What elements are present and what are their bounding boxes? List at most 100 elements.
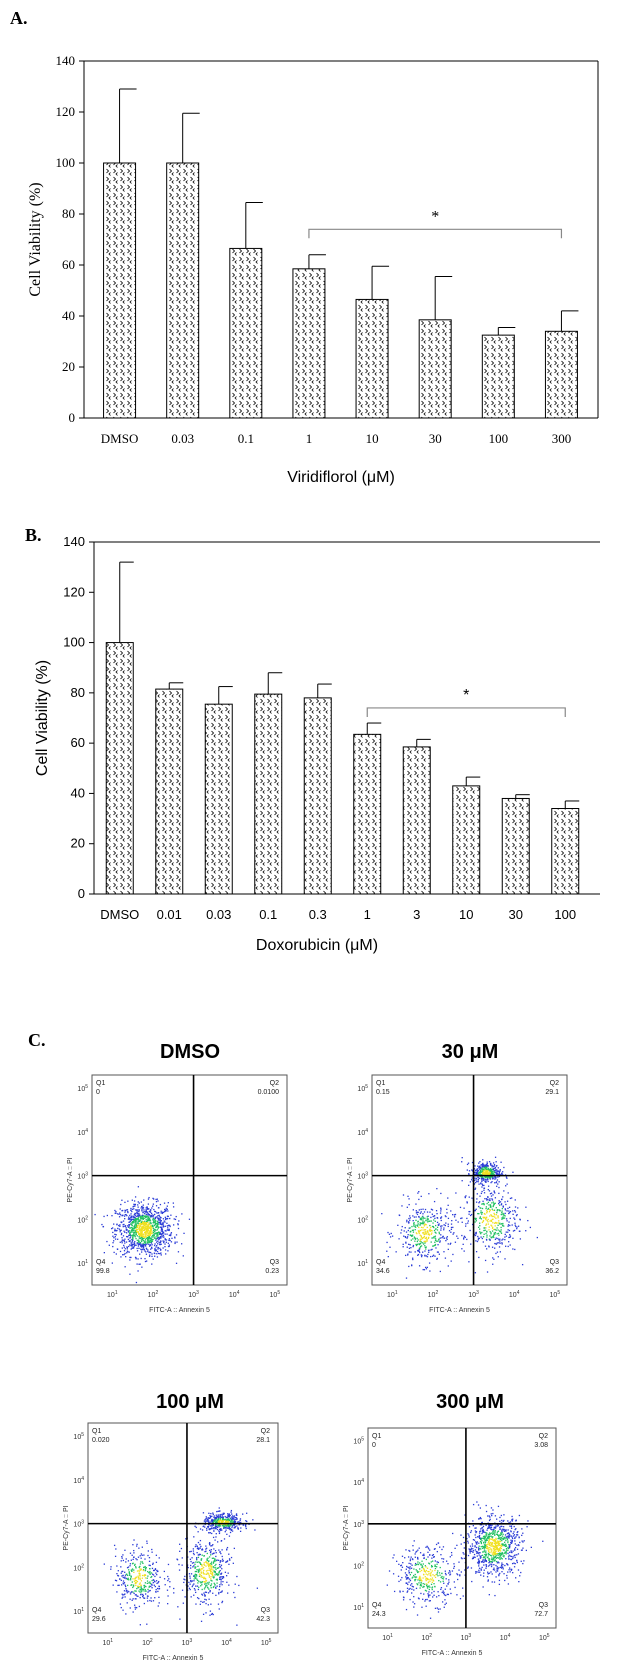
tick-exponent: 1 — [85, 1259, 88, 1265]
event-dot — [220, 1578, 222, 1580]
event-dot — [423, 1211, 426, 1213]
event-dot — [229, 1559, 231, 1561]
event-dot — [505, 1231, 507, 1233]
event-dot — [120, 1203, 122, 1206]
event-dot — [122, 1225, 124, 1228]
significance-bracket — [366, 707, 566, 717]
event-dot — [217, 1517, 220, 1519]
event-dot — [218, 1572, 220, 1574]
event-dot — [521, 1263, 524, 1266]
event-dot — [218, 1591, 220, 1594]
event-dot — [405, 1568, 408, 1570]
event-dot — [478, 1567, 481, 1569]
event-dot — [491, 1564, 493, 1566]
event-dot — [136, 1595, 138, 1597]
tick-exponent: 3 — [81, 1520, 84, 1526]
event-dot — [219, 1566, 222, 1568]
event-dot — [419, 1562, 421, 1564]
x-tick-label: 0.1 — [238, 431, 254, 446]
event-dot — [401, 1576, 403, 1579]
event-dot — [413, 1223, 415, 1225]
event-dot — [140, 1251, 143, 1253]
event-dot — [221, 1584, 223, 1586]
event-dot — [154, 1568, 157, 1571]
event-dot — [133, 1225, 136, 1227]
event-dot — [134, 1219, 136, 1221]
event-dot — [229, 1514, 231, 1517]
event-dot — [498, 1175, 501, 1178]
event-dot — [411, 1588, 413, 1590]
event-dot — [190, 1573, 193, 1575]
event-dot — [209, 1610, 212, 1612]
event-dot — [481, 1174, 483, 1176]
event-dot — [226, 1523, 228, 1526]
event-dot — [494, 1156, 497, 1158]
event-dot — [506, 1563, 508, 1565]
event-dot — [505, 1530, 507, 1532]
event-dot — [483, 1550, 485, 1552]
event-dot — [125, 1232, 128, 1234]
event-dot — [436, 1561, 438, 1563]
event-dot — [112, 1235, 114, 1237]
event-dot — [498, 1536, 500, 1538]
event-dot — [449, 1574, 451, 1576]
event-dot — [410, 1239, 412, 1241]
event-dot — [199, 1562, 201, 1564]
event-dot — [489, 1177, 492, 1179]
event-dot — [426, 1598, 428, 1601]
quadrant-q2-value: 3.08 — [534, 1442, 548, 1449]
event-dot — [492, 1235, 494, 1237]
event-dot — [174, 1236, 176, 1238]
event-dot — [434, 1243, 437, 1246]
event-dot — [252, 1519, 254, 1521]
event-dot — [425, 1241, 427, 1243]
event-dot — [220, 1521, 223, 1524]
event-dot — [127, 1211, 129, 1214]
event-dot — [521, 1540, 523, 1542]
event-dot — [498, 1192, 500, 1195]
event-dot — [122, 1559, 125, 1562]
event-dot — [475, 1240, 477, 1242]
event-dot — [489, 1209, 491, 1211]
event-dot — [141, 1546, 143, 1548]
event-dot — [122, 1220, 125, 1222]
event-dot — [220, 1573, 222, 1575]
event-dot — [202, 1613, 205, 1615]
event-dot — [131, 1223, 133, 1225]
event-dot — [413, 1224, 415, 1226]
event-dot — [483, 1173, 485, 1176]
event-dot — [235, 1517, 237, 1519]
event-dot — [490, 1172, 492, 1174]
event-dot — [427, 1586, 429, 1588]
event-dot — [146, 1221, 149, 1224]
event-dot — [219, 1517, 221, 1519]
y-tick-label: 101 — [357, 1259, 368, 1268]
event-dot — [441, 1572, 443, 1575]
event-dot — [157, 1226, 159, 1228]
event-dot — [127, 1200, 129, 1202]
event-dot — [484, 1536, 486, 1539]
event-dot — [213, 1530, 215, 1532]
event-dot — [236, 1525, 238, 1527]
event-dot — [129, 1273, 131, 1275]
event-dot — [136, 1228, 139, 1231]
panel-a-label: A. — [10, 8, 28, 28]
event-dot — [447, 1572, 450, 1574]
event-dot — [503, 1190, 505, 1192]
event-dot — [499, 1566, 502, 1569]
event-dot — [501, 1217, 503, 1219]
event-dot — [494, 1515, 497, 1517]
event-dot — [508, 1212, 510, 1215]
event-dot — [164, 1216, 167, 1218]
event-dot — [221, 1591, 223, 1593]
event-dot — [415, 1203, 417, 1205]
event-dot — [152, 1229, 155, 1232]
event-dot — [431, 1225, 434, 1228]
event-dot — [148, 1223, 150, 1226]
event-dot — [482, 1169, 485, 1172]
event-dot — [152, 1219, 154, 1221]
event-dot — [485, 1533, 487, 1536]
event-dot — [474, 1210, 476, 1212]
event-dot — [167, 1579, 169, 1582]
tick-exponent: 3 — [196, 1290, 199, 1296]
